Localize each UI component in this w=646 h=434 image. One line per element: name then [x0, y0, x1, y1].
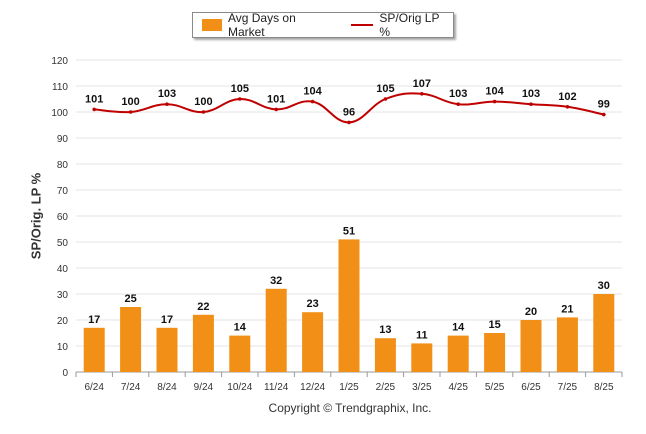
bar	[447, 335, 469, 372]
line-value-label: 101	[85, 93, 103, 105]
bar-value-label: 17	[88, 314, 100, 326]
y-tick-label: 50	[57, 238, 69, 249]
line-point	[201, 110, 206, 114]
x-tick-label: 11/24	[264, 382, 289, 393]
bar-value-label: 21	[561, 303, 573, 315]
line-value-label: 100	[121, 96, 139, 108]
bar-value-label: 32	[270, 275, 282, 287]
bar-value-label: 22	[197, 301, 209, 313]
y-tick-label: 10	[57, 342, 69, 353]
legend-line-swatch	[351, 24, 374, 26]
line-value-label: 102	[558, 91, 576, 103]
x-tick-label: 3/25	[412, 382, 432, 393]
x-tick-label: 1/25	[339, 382, 359, 393]
x-tick-label: 8/25	[594, 382, 614, 393]
bar-value-label: 25	[124, 293, 136, 305]
y-tick-label: 60	[57, 212, 69, 223]
bar-value-label: 51	[343, 225, 355, 237]
line-value-label: 100	[194, 96, 212, 108]
bar	[593, 294, 615, 372]
line-value-label: 103	[158, 88, 176, 100]
x-tick-label: 12/24	[300, 382, 325, 393]
legend-bar-label: Avg Days on Market	[227, 11, 296, 39]
line-value-label: 104	[485, 86, 504, 98]
bar	[156, 327, 178, 372]
x-tick-label: 8/24	[157, 382, 177, 393]
bar	[120, 307, 142, 372]
line-point	[238, 97, 242, 101]
x-tick-label: 5/25	[485, 382, 505, 393]
bar	[192, 314, 214, 372]
y-tick-label: 120	[51, 56, 68, 67]
legend-item-bar[interactable]: Avg Days on Market	[193, 11, 335, 39]
line-value-label: 107	[413, 78, 431, 90]
bar-value-label: 30	[598, 280, 610, 292]
bar-value-label: 23	[306, 298, 318, 310]
x-tick-label: 2/25	[376, 382, 396, 393]
y-tick-label: 100	[51, 108, 68, 119]
line-point	[274, 107, 279, 112]
legend: Avg Days on Market SP/Orig LP %	[192, 11, 454, 39]
line-value-label: 103	[522, 88, 540, 100]
y-tick-label: 20	[57, 316, 69, 327]
bar	[484, 333, 506, 372]
x-tick-label: 7/25	[558, 382, 578, 393]
bar	[302, 312, 324, 372]
bar	[338, 239, 360, 372]
x-tick-label: 10/24	[227, 382, 252, 393]
bar-value-label: 13	[379, 324, 391, 336]
x-tick-label: 7/24	[121, 382, 141, 393]
line-point	[310, 99, 315, 104]
legend-line-label: SP/Orig LP %	[379, 11, 440, 39]
y-tick-label: 80	[57, 160, 69, 171]
line-value-label: 103	[449, 88, 467, 100]
bar-value-label: 15	[488, 319, 500, 331]
line-point	[420, 92, 424, 96]
bar	[229, 335, 251, 372]
line-point	[602, 112, 606, 117]
y-tick-label: 70	[57, 186, 69, 197]
y-tick-label: 40	[57, 264, 69, 275]
line-value-label: 105	[376, 83, 394, 95]
line-value-label: 105	[231, 83, 249, 95]
y-tick-label: 110	[52, 82, 68, 93]
bar	[83, 327, 105, 372]
x-tick-label: 9/24	[194, 382, 214, 393]
x-tick-label: 4/25	[448, 382, 468, 393]
y-tick-label: 30	[57, 290, 69, 301]
line-point	[529, 102, 533, 106]
line-point	[92, 107, 96, 112]
bar-value-label: 11	[416, 329, 428, 341]
x-tick-label: 6/24	[84, 382, 104, 393]
legend-item-line[interactable]: SP/Orig LP %	[335, 11, 453, 39]
line-point	[492, 99, 497, 104]
y-tick-label: 0	[62, 368, 68, 379]
line-value-label: 96	[343, 106, 355, 118]
copyright-text: Copyright © Trendgraphix, Inc.	[268, 401, 432, 415]
bar	[556, 317, 578, 372]
line-point	[456, 102, 461, 106]
line-value-label: 101	[267, 93, 285, 105]
legend-bar-swatch	[202, 19, 222, 31]
y-tick-label: 90	[57, 134, 69, 145]
bar	[265, 288, 287, 372]
bar-value-label: 20	[525, 306, 537, 318]
bar-value-label: 14	[452, 322, 465, 334]
line-value-label: 99	[598, 99, 610, 111]
line-value-label: 104	[303, 86, 322, 98]
x-tick-label: 6/25	[521, 382, 541, 393]
line-point	[128, 110, 133, 114]
line-point	[565, 105, 570, 109]
bar	[411, 343, 433, 372]
bar	[374, 338, 396, 372]
bar-value-label: 14	[234, 322, 247, 334]
line-point	[383, 97, 388, 101]
bar-value-label: 17	[161, 314, 173, 326]
line-point	[165, 102, 169, 106]
bar	[520, 320, 542, 372]
line-point	[347, 120, 351, 125]
